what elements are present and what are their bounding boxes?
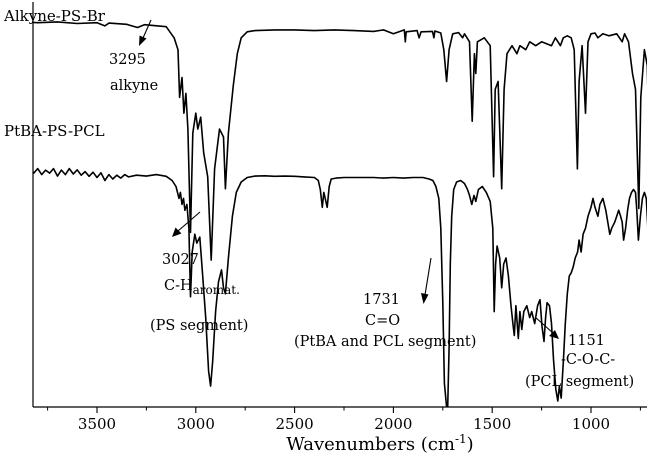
annotation-arrow-alkyne <box>139 19 152 46</box>
annotation-carbonyl-label: C=O <box>365 313 400 329</box>
annotation-carbonyl-wavenumber: 1731 <box>363 292 400 308</box>
x-tick-label: 1000 <box>572 415 610 433</box>
annotation-arrow-carbonyl <box>421 257 432 304</box>
annotation-ch-wavenumber: 3027 <box>162 252 199 268</box>
x-tick-label: 3500 <box>78 415 116 433</box>
x-axis-ticks: 3500 3000 2500 2000 1500 1000 <box>47 407 641 433</box>
x-tick-label: 1500 <box>473 415 511 433</box>
annotation-alkyne-wavenumber: 3295 <box>109 52 146 68</box>
annotation-coc-segment: (PCL segment) <box>525 374 634 390</box>
x-axis-title: Wavenumbers (cm-1) <box>286 432 473 455</box>
annotation-coc-wavenumber: 1151 <box>568 333 605 349</box>
annotation-arrow-coc <box>534 316 559 339</box>
annotation-ch-segment: (PS segment) <box>150 318 248 334</box>
x-tick-label: 2000 <box>374 415 412 433</box>
series-line-ptba-ps-pcl <box>33 167 647 407</box>
series-line-alkyne-ps-br <box>33 21 647 261</box>
series-label-ptba-ps-pcl: PtBA-PS-PCL <box>4 122 105 140</box>
x-tick-label: 2500 <box>276 415 314 433</box>
annotation-carbonyl-segment: (PtBA and PCL segment) <box>294 334 476 350</box>
x-tick-label: 3000 <box>177 415 215 433</box>
annotation-coc-label: -C-O-C- <box>561 352 615 368</box>
annotation-arrow-ch-aromatic <box>172 211 201 237</box>
annotation-ch-label: C-Haromat. <box>164 278 240 297</box>
annotation-alkyne-label: alkyne <box>110 78 158 94</box>
series-label-alkyne-ps-br: Alkyne-PS-Br <box>3 7 106 25</box>
